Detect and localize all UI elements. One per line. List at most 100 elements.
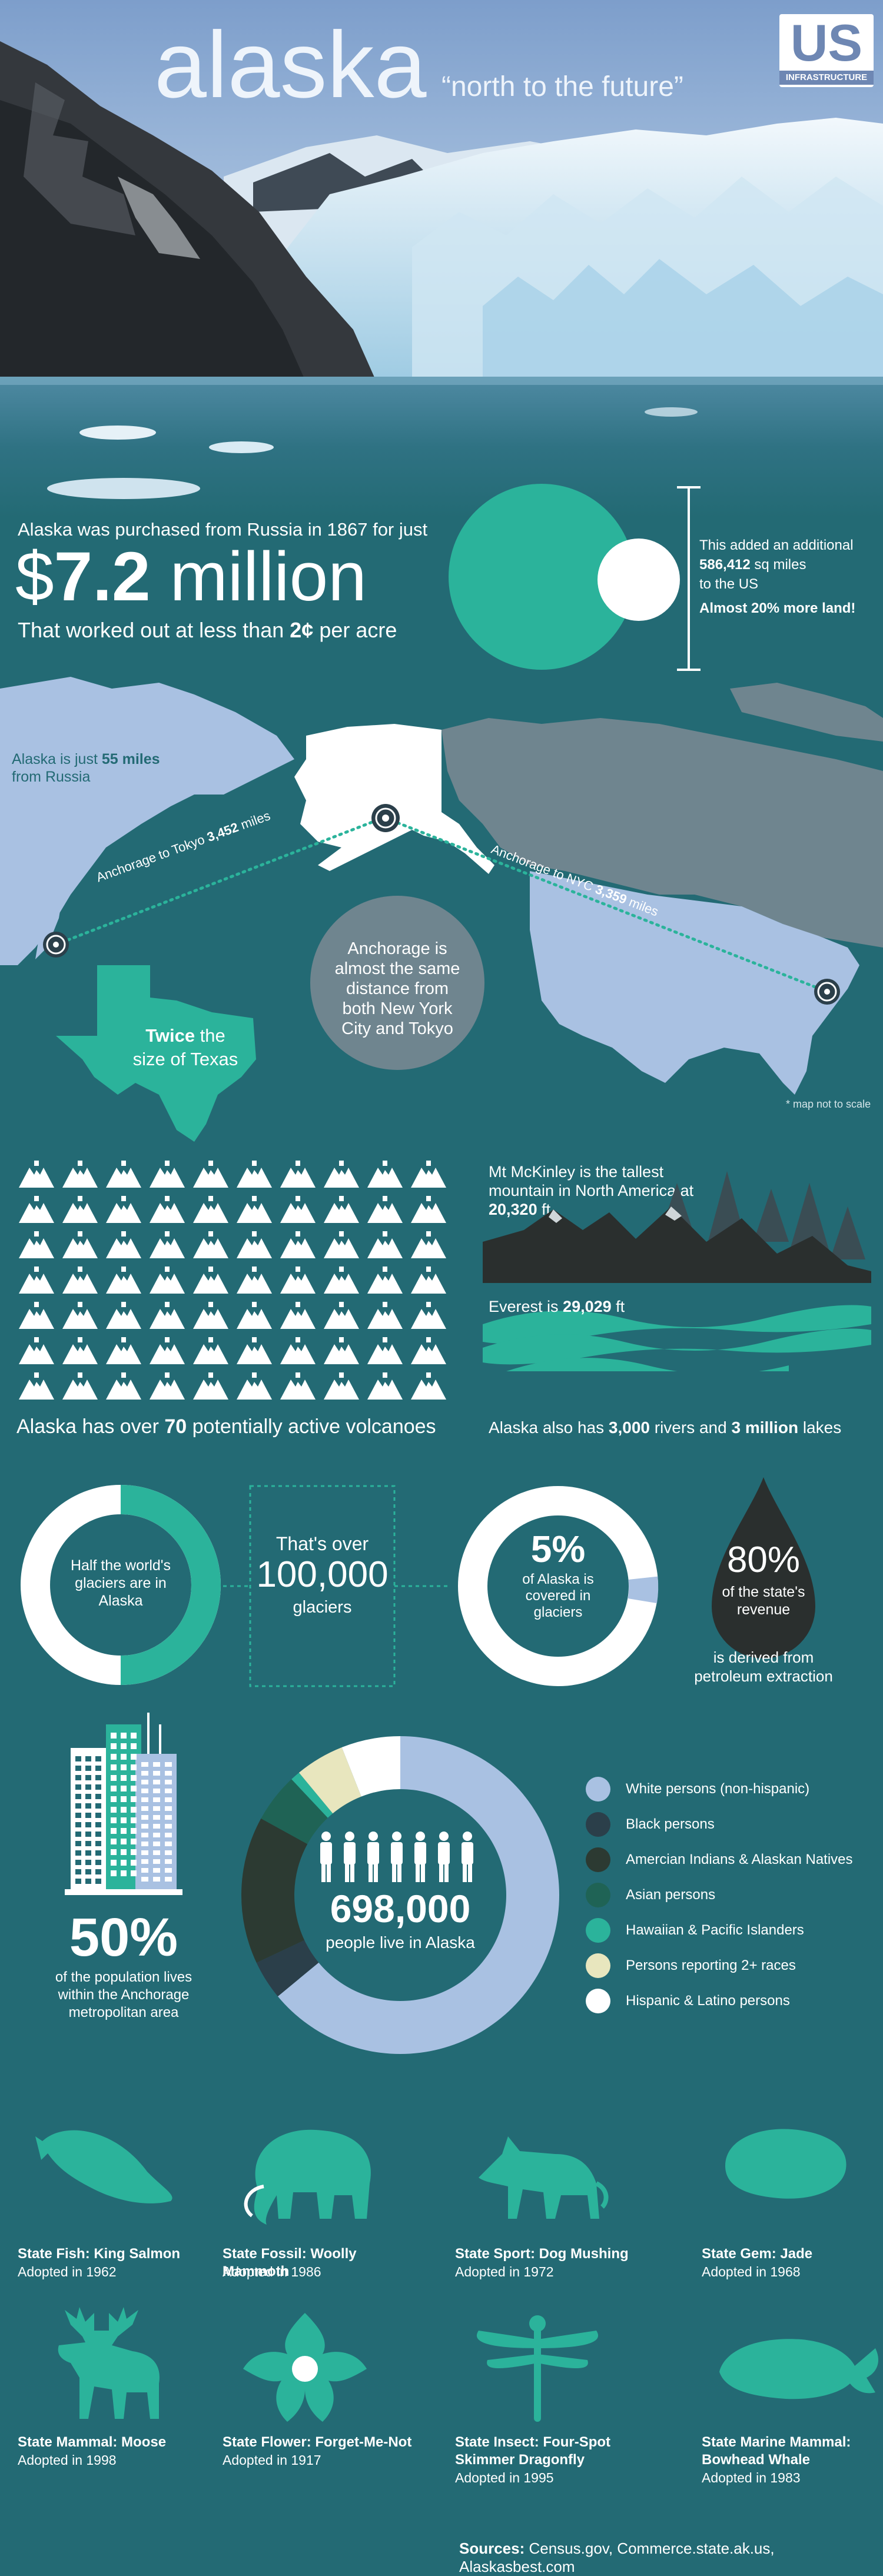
donut-slice-1: [277, 1736, 560, 2054]
donut-slice-4: [261, 1779, 328, 1844]
volcano-icon: [367, 1267, 403, 1294]
salmon-icon: [29, 2119, 200, 2236]
state-symbol-card: State Insect: Four-Spot Skimmer Dragonfl…: [455, 2307, 643, 2485]
metro-percent: 50%: [69, 1907, 178, 1967]
volcano-icon: [106, 1337, 141, 1364]
volcano-icon: [237, 1161, 272, 1188]
state-symbol-adopted: Adopted in 1986: [223, 2264, 321, 2279]
legend-swatch: [586, 1883, 610, 1907]
state-symbol-card: State Sport: Dog Mushing Adopted in 1972: [455, 2119, 643, 2295]
texas-comparison: Twice the size of Texas: [118, 1024, 253, 1071]
state-symbol-adopted: Adopted in 1968: [702, 2264, 801, 2279]
flower-icon: [234, 2307, 405, 2425]
legend-swatch: [586, 1989, 610, 2013]
dragonfly-icon: [467, 2307, 638, 2425]
texas-text: the: [195, 1025, 225, 1046]
volcano-icon: [19, 1196, 54, 1223]
volcano-icon: [324, 1267, 359, 1294]
sources-line: Sources: Census.gov, Commerce.state.ak.u…: [459, 2540, 883, 2576]
legend-swatch: [586, 1918, 610, 1943]
legend-item: Amercian Indians & Alaskan Natives: [586, 1842, 880, 1877]
state-symbol-adopted: Adopted in 1972: [455, 2264, 554, 2279]
volcano-icon: [324, 1372, 359, 1400]
volcano-icon: [411, 1267, 446, 1294]
canada-shape: [442, 718, 883, 948]
usa-shape: [530, 871, 859, 1095]
volcano-icon: [193, 1267, 228, 1294]
sq-miles-unit: sq miles: [750, 557, 806, 573]
volcano-icon: [411, 1337, 446, 1364]
anchorage-target-icon: [371, 804, 400, 832]
mckinley-text: Mt McKinley is the tallest mountain in N…: [489, 1162, 712, 1219]
state-symbols: State Fish: King Salmon Adopted in 1962 St…: [0, 2119, 883, 2531]
volcano-icon: [19, 1372, 54, 1400]
state-symbol-card: State Fish: King Salmon Adopted in 1962: [18, 2119, 206, 2295]
volcano-icon: [193, 1372, 228, 1400]
revenue-text: of the state's revenue: [722, 1584, 805, 1618]
donut-slice-2: [256, 1940, 319, 1997]
legend-label: Black persons: [626, 1816, 715, 1832]
volcano-suffix: potentially active volcanoes: [187, 1415, 436, 1438]
volcano-icon: [150, 1267, 185, 1294]
everest-unit: ft: [611, 1298, 625, 1315]
volcano-icon: [237, 1231, 272, 1258]
rivers-mid: rivers and: [649, 1418, 732, 1437]
mountain-illustration: [483, 1171, 871, 1371]
volcano-icon: [106, 1267, 141, 1294]
page-title: alaska: [154, 12, 427, 117]
to-the-us: to the US: [699, 576, 759, 592]
brand-logo: US INFRASTRUCTURE: [779, 14, 874, 87]
volcano-icon: [106, 1372, 141, 1400]
land-comparison-circles: [449, 484, 701, 671]
route-nyc: [384, 816, 829, 993]
texas-line-2: size of Texas: [132, 1049, 238, 1069]
land-added-text: This added an additional 586,412 sq mile…: [699, 536, 876, 618]
sq-miles-value: 586,412: [699, 557, 751, 573]
volcano-icon: [280, 1302, 316, 1329]
wolf-dog-icon: [467, 2119, 638, 2236]
state-symbol-title: State Sport: Dog Mushing: [455, 2246, 629, 2262]
volcano-icon: [324, 1302, 359, 1329]
state-symbol-card: State Mammal: Moose Adopted in 1998: [18, 2307, 206, 2484]
volcano-icon: [324, 1337, 359, 1364]
rivers-count: 3,000: [608, 1418, 650, 1437]
page-subtitle: “north to the future”: [442, 71, 683, 102]
glacier-count-box: [249, 1485, 396, 1687]
volcano-icon: [280, 1372, 316, 1400]
russia-distance-suffix: from Russia: [12, 769, 91, 785]
donut-slice-5: [291, 1772, 333, 1818]
volcano-icon: [62, 1302, 98, 1329]
mammoth-icon: [234, 2119, 405, 2236]
anchorage-buildings-icon: [65, 1713, 182, 1895]
volcano-icon: [150, 1337, 185, 1364]
volcano-icon: [411, 1302, 446, 1329]
volcano-icon: [62, 1372, 98, 1400]
moose-icon: [29, 2307, 200, 2425]
volcano-icon: [193, 1161, 228, 1188]
map-footnote: * map not to scale: [786, 1098, 871, 1110]
volcano-grid: [16, 1159, 464, 1407]
metro-text: of the population lives within the Ancho…: [55, 1969, 192, 2020]
everest-desc: Everest is: [489, 1298, 563, 1315]
lakes-suffix: lakes: [798, 1418, 842, 1437]
volcano-icon: [411, 1161, 446, 1188]
oil-drop-icon: [712, 1477, 815, 1658]
volcano-icon: [367, 1161, 403, 1188]
price-number: 7.2: [54, 538, 151, 616]
glacier-count-unit: glaciers: [293, 1598, 352, 1617]
mckinley-height: 20,320: [489, 1201, 537, 1218]
logo-caption: INFRASTRUCTURE: [779, 71, 874, 85]
glacier-count: 100,000: [256, 1554, 389, 1595]
header-photo: alaska “north to the future” US INFRASTR…: [0, 0, 883, 518]
person-icon: [462, 1832, 473, 1882]
volcano-icon: [62, 1267, 98, 1294]
volcano-icon: [106, 1302, 141, 1329]
population-legend: White persons (non-hispanic) Black person…: [586, 1771, 880, 2019]
volcano-icon: [150, 1302, 185, 1329]
volcano-icon: [150, 1372, 185, 1400]
everest-height: 29,029: [563, 1298, 612, 1315]
state-symbol-adopted: Adopted in 1962: [18, 2264, 117, 2279]
legend-item: Persons reporting 2+ races: [586, 1948, 880, 1983]
glacier-percent-text: of Alaska is covered in glaciers: [522, 1571, 594, 1620]
state-symbol-title: State Fish: King Salmon: [18, 2246, 181, 2262]
